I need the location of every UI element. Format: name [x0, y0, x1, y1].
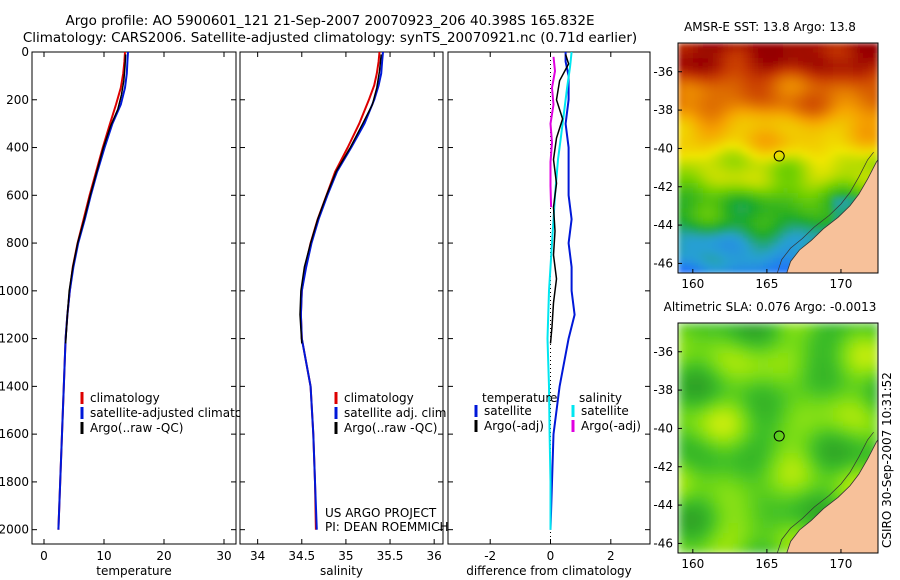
x-tick-label: 10: [96, 549, 111, 563]
x-tick-label: 165: [755, 277, 778, 291]
y-tick-label: 1200: [0, 332, 29, 346]
bathymetry-contour: [776, 151, 874, 273]
project-note-line1: US ARGO PROJECT: [325, 506, 437, 520]
y-tick-label: -42: [653, 460, 673, 474]
sla-map-panel: 160 165 170 -36 -38 -40 -42 -44 -46 Altimetric SL…: [653, 300, 879, 571]
y-tick-label: 800: [6, 236, 29, 250]
credit-label: CSIRO 30-Sep-2007 10:31:52: [880, 372, 894, 548]
y-tick-label: -46: [653, 536, 673, 550]
x-tick-label: 34.5: [288, 549, 315, 563]
x-tick-label: 165: [755, 557, 778, 571]
legend-label: satellite: [484, 404, 532, 418]
legend-label: climatology: [344, 391, 414, 405]
y-tick-label: -42: [653, 180, 673, 194]
x-tick-label: 35: [338, 549, 353, 563]
map-title: Altimetric SLA: 0.076 Argo: -0.0013: [664, 300, 877, 314]
y-tick-label: -44: [653, 498, 673, 512]
plot-frame: [31, 51, 237, 545]
series-line: [549, 56, 556, 208]
legend-label: Argo(-adj): [581, 419, 641, 433]
land-mass: [786, 159, 878, 273]
x-axis-label: difference from climatology: [466, 564, 632, 578]
x-axis-label: temperature: [96, 564, 171, 578]
legend-label: satellite-adjusted climatology: [90, 406, 268, 420]
figure-title-line1: Argo profile: AO 5900601_121 21-Sep-2007…: [65, 13, 595, 29]
y-tick-label: 2000: [0, 523, 29, 537]
x-tick-label: 170: [830, 557, 853, 571]
series-line: [549, 52, 576, 530]
legend-group-title: salinity: [579, 391, 622, 405]
x-axis-label: salinity: [320, 564, 363, 578]
project-note-line2: PI: DEAN ROEMMICH: [325, 520, 448, 534]
map-field: [678, 43, 878, 273]
y-tick-label: 1000: [0, 284, 29, 298]
series-line: [64, 54, 127, 344]
land-mass: [786, 439, 878, 553]
x-tick-label: 20: [156, 549, 171, 563]
y-tick-label: -38: [653, 103, 673, 117]
y-tick-label: 0: [21, 45, 29, 59]
y-tick-label: -44: [653, 218, 673, 232]
y-tick-label: -36: [653, 65, 673, 79]
legend-group-title: temperature: [482, 391, 557, 405]
legend-label: Argo(..raw -QC): [90, 421, 183, 435]
x-tick-label: 160: [681, 277, 704, 291]
x-tick-label: 36: [427, 549, 442, 563]
series-line: [299, 51, 384, 530]
y-tick-label: -40: [653, 421, 673, 435]
y-tick-label: 400: [6, 141, 29, 155]
x-tick-label: 170: [830, 277, 853, 291]
series-line: [299, 54, 382, 344]
float-position-marker: [773, 430, 785, 442]
legend-label: satellite adj. clim.: [344, 406, 450, 420]
map-frame: [677, 322, 879, 554]
x-tick-label: 0: [40, 549, 48, 563]
x-tick-label: -2: [484, 549, 496, 563]
y-tick-label: -46: [653, 256, 673, 270]
sst-map-panel: 160 165 170 -36 -38 -40 -42 -44 -46 AMSR-E SST: 1…: [653, 20, 879, 291]
y-tick-label: 200: [6, 93, 29, 107]
y-tick-label: 600: [6, 188, 29, 202]
legend-label: climatology: [90, 391, 160, 405]
legend-label: Argo(..raw -QC): [344, 421, 437, 435]
x-tick-label: 2: [607, 549, 615, 563]
y-tick-label: 1800: [0, 475, 29, 489]
legend-label: Argo(-adj): [484, 419, 544, 433]
temperature-panel: 0 10 20 30 0 200 400 600 800 1000 1200 1400 1600 1800…: [0, 45, 268, 578]
y-tick-label: -38: [653, 383, 673, 397]
bathymetry-contour: [776, 431, 874, 553]
x-tick-label: 30: [216, 549, 231, 563]
map-field: [678, 323, 878, 553]
float-position-marker: [773, 150, 785, 162]
series-line: [549, 54, 570, 344]
series-line: [546, 51, 573, 530]
figure-title-line2: Climatology: CARS2006. Satellite-adjuste…: [22, 30, 638, 46]
x-tick-label: 35.5: [377, 549, 404, 563]
map-frame: [677, 42, 879, 274]
x-tick-label: 0: [547, 549, 555, 563]
x-tick-label: 160: [681, 557, 704, 571]
plot-frame: [239, 51, 444, 545]
salinity-panel: 34 34.5 35 35.5 36 salinity climatologysatelli…: [239, 51, 450, 578]
y-tick-label: -36: [653, 345, 673, 359]
map-color-cells: [678, 43, 878, 273]
x-tick-label: 34: [250, 549, 265, 563]
y-tick-label: -40: [653, 141, 673, 155]
legend-label: satellite: [581, 404, 629, 418]
y-tick-label: 1600: [0, 427, 29, 441]
y-tick-label: 1400: [0, 379, 29, 393]
map-title: AMSR-E SST: 13.8 Argo: 13.8: [684, 20, 856, 34]
